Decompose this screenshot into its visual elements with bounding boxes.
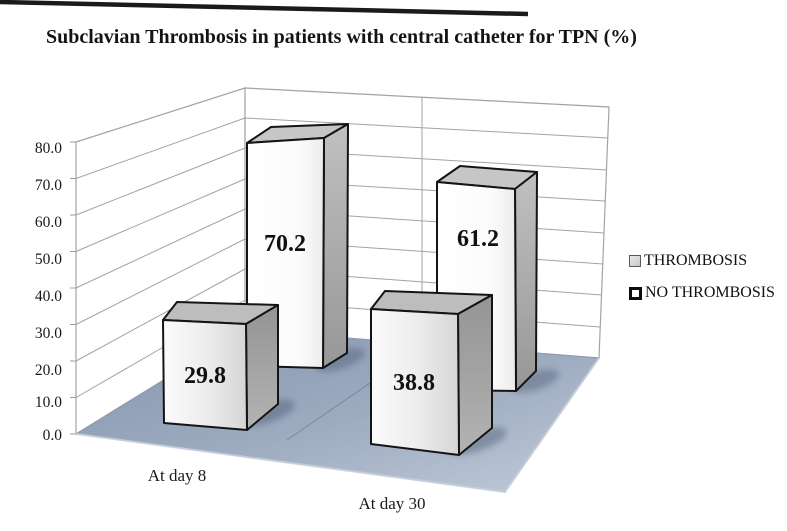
y-tick-label: 30.0	[35, 325, 62, 342]
shadow	[511, 369, 559, 393]
bar-thrombosis-day8	[162, 301, 279, 431]
legend-label-thrombosis: THROMBOSIS	[644, 252, 748, 269]
bar-side-face	[322, 123, 349, 369]
legend: THROMBOSIS NO THROMBOSIS	[629, 252, 775, 316]
floor-front-edge	[75, 357, 600, 494]
bar-value-labels: 29.8 70.2 38.8 61.2	[184, 226, 499, 396]
value-label-thrombosis-day8: 29.8	[184, 363, 226, 389]
category-label-day30: At day 30	[358, 494, 425, 513]
y-tick-label: 40.0	[35, 288, 62, 305]
gridline	[75, 208, 246, 289]
legend-item-thrombosis: THROMBOSIS	[629, 252, 775, 270]
gridline	[75, 117, 246, 179]
gridline	[75, 147, 246, 216]
bar-front-face	[162, 319, 248, 431]
category-axis-labels: At day 8 At day 30	[148, 466, 426, 513]
bar-side-face	[457, 294, 493, 456]
gridline	[75, 238, 246, 325]
y-axis-ticks	[70, 141, 76, 435]
legend-label-no-thrombosis: NO THROMBOSIS	[645, 284, 775, 301]
gridline	[244, 117, 609, 139]
category-label-day8: At day 8	[148, 466, 207, 485]
y-tick-label: 50.0	[35, 251, 62, 268]
left-wall-gridlines	[75, 117, 246, 398]
y-tick-label: 60.0	[35, 214, 62, 231]
value-label-thrombosis-day30: 38.8	[393, 370, 435, 396]
y-tick-label: 10.0	[35, 394, 62, 411]
legend-item-no-thrombosis: NO THROMBOSIS	[629, 284, 775, 302]
bar-side-face	[514, 171, 538, 392]
chart-title: Subclavian Thrombosis in patients with c…	[46, 26, 637, 48]
y-axis-labels: 0.0 10.0 20.0 30.0 40.0 50.0 60.0 70.0 8…	[35, 140, 62, 444]
legend-swatch-thrombosis-icon	[629, 255, 641, 267]
bar-thrombosis-day30	[370, 290, 493, 456]
y-tick-label: 20.0	[35, 362, 62, 379]
y-tick-label: 0.0	[43, 427, 63, 444]
legend-swatch-no-thrombosis-icon	[629, 286, 642, 300]
value-label-no-thrombosis-day8: 70.2	[264, 231, 306, 257]
top-border-line	[0, 0, 529, 17]
value-label-no-thrombosis-day30: 61.2	[457, 226, 499, 252]
y-tick-label: 70.0	[35, 177, 62, 194]
gridline	[75, 178, 246, 252]
bar-front-face	[370, 308, 460, 456]
y-tick-label: 80.0	[35, 140, 62, 157]
gridline	[75, 268, 246, 362]
